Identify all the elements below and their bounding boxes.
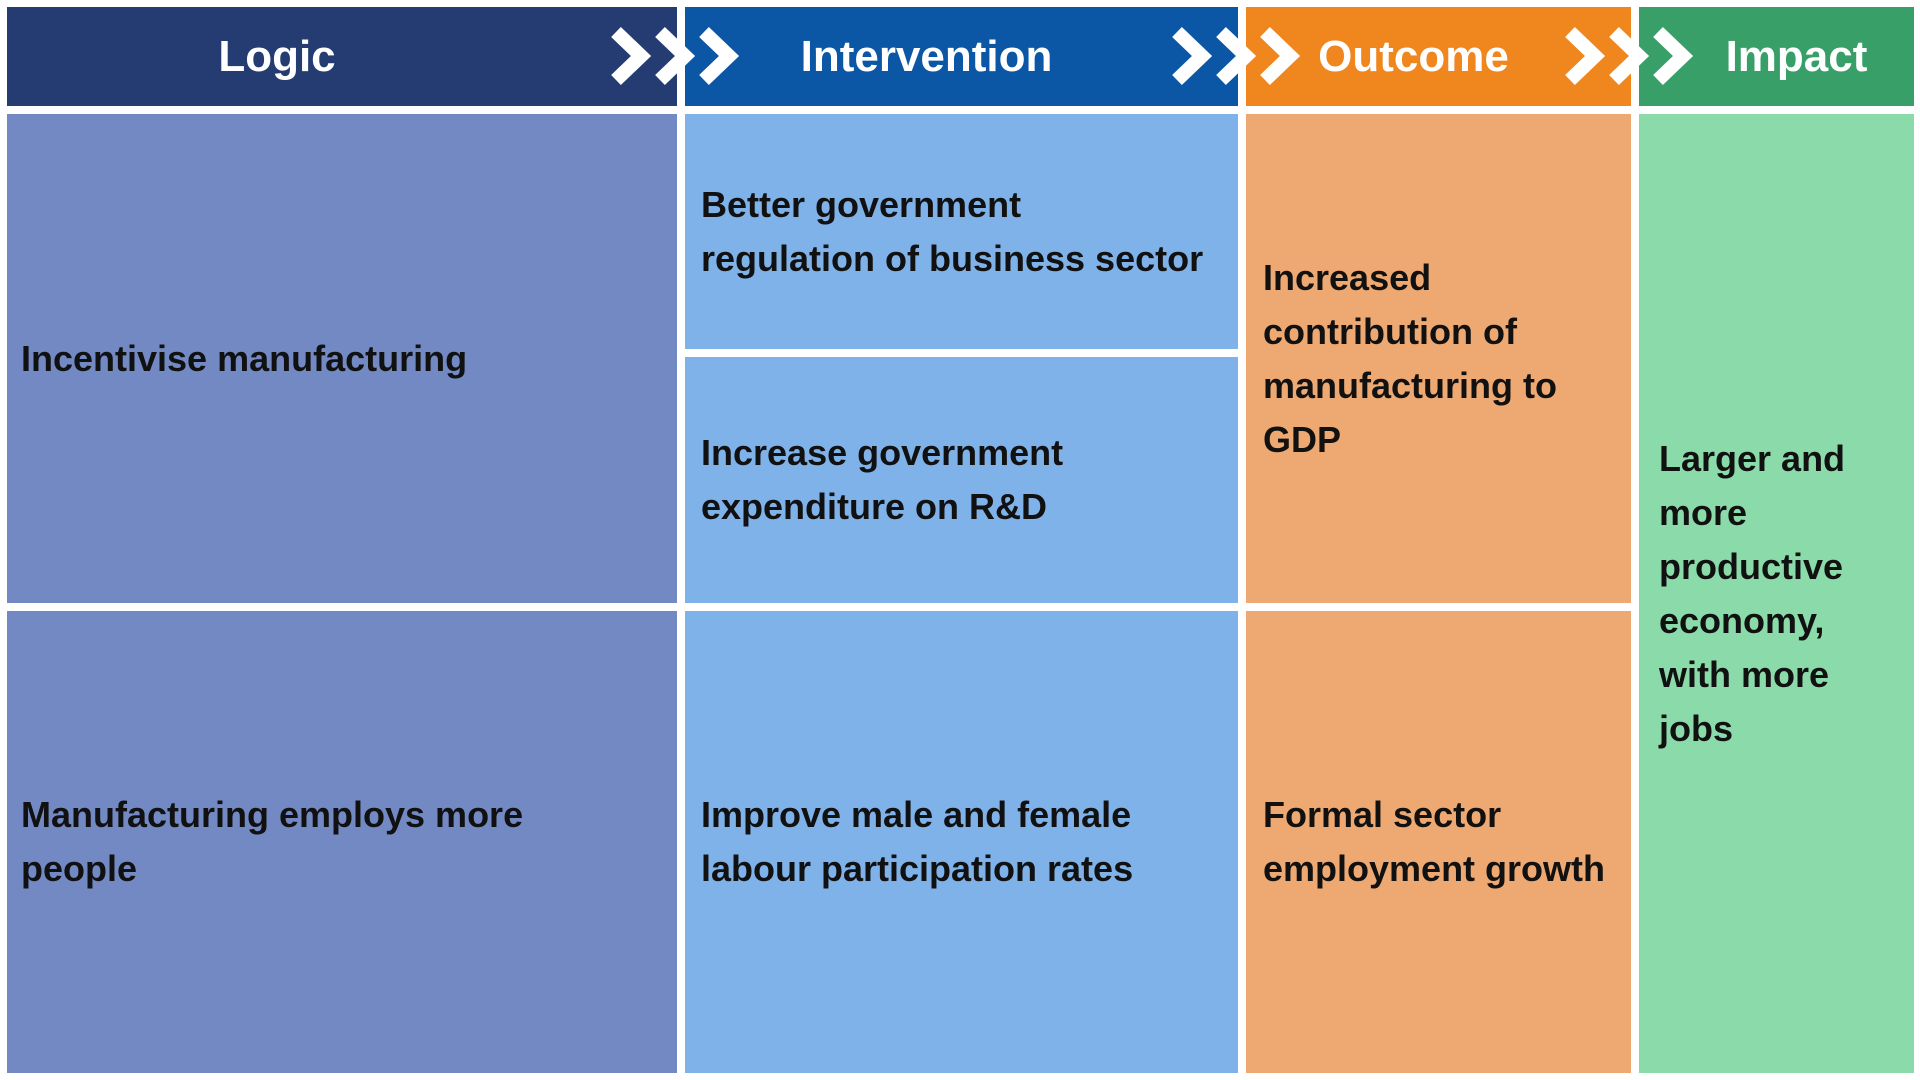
logic-model-grid: Logic Intervention Outcome Impact Incent…: [7, 7, 1914, 1073]
column-header-impact-label: Impact: [1725, 31, 1868, 81]
cell-outcome-increased-manufacturing-gdp: Increased contribution of manufacturing …: [1246, 114, 1631, 603]
cell-intervention-improve-labour-participation: Improve male and female labour participa…: [685, 611, 1238, 1073]
column-header-logic: Logic: [7, 7, 677, 106]
cell-logic-incentivise-manufacturing: Incentivise manufacturing: [7, 114, 677, 603]
cell-impact-larger-more-productive-economy: Larger and more productive economy, with…: [1639, 114, 1914, 1073]
cell-intervention-better-government-regulation: Better government regulation of business…: [685, 114, 1238, 349]
column-header-intervention-label: Intervention: [800, 31, 1053, 81]
cell-intervention-increase-expenditure-rd: Increase government expenditure on R&D: [685, 357, 1238, 603]
column-header-intervention: Intervention: [685, 7, 1238, 106]
cell-logic-manufacturing-employs-more-people: Manufacturing employs more people: [7, 611, 677, 1073]
column-header-outcome: Outcome: [1246, 7, 1631, 106]
column-header-impact: Impact: [1639, 7, 1914, 106]
column-header-outcome-label: Outcome: [1318, 31, 1509, 81]
column-header-logic-label: Logic: [218, 31, 336, 81]
cell-outcome-formal-sector-employment-growth: Formal sector employment growth: [1246, 611, 1631, 1073]
